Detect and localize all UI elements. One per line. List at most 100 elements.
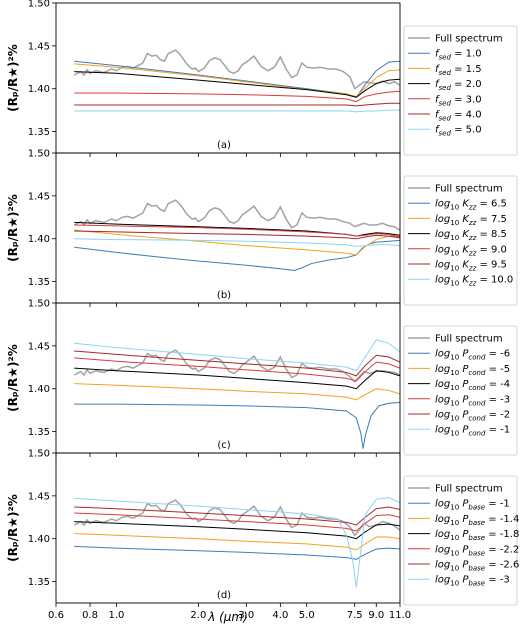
- legend-log: log: [435, 425, 450, 436]
- legend-log: log: [435, 560, 450, 571]
- series-line-5: [74, 339, 400, 372]
- y-tick-label: 1.50: [28, 149, 50, 160]
- legend-log-base: 10: [450, 384, 459, 392]
- legend-label: log10 Kzz = 7.5: [435, 214, 507, 227]
- y-tick-label: 1.45: [28, 491, 50, 502]
- series-line-2: [74, 71, 400, 98]
- series-line-3: [74, 357, 400, 382]
- legend-value: = -3: [485, 394, 510, 405]
- series-line-1: [74, 229, 400, 256]
- x-tick-label: 11.0: [389, 610, 411, 621]
- legend-var-sub: sed: [439, 130, 452, 138]
- legend-log: log: [435, 575, 450, 586]
- legend-log-base: 10: [450, 534, 459, 542]
- legend-log-base: 10: [450, 430, 459, 438]
- legend-value: = -5: [485, 364, 510, 375]
- legend-log: log: [435, 229, 450, 240]
- panel-2: 1.35 1.40 1.45 1.50 (Rₚ/R★)²% (c) Full spectru…: [6, 299, 518, 457]
- legend-value: = -6: [485, 349, 510, 360]
- legend-log-base: 10: [450, 549, 459, 557]
- y-tick-label: 1.50: [28, 0, 50, 10]
- legend-value: = 6.5: [476, 199, 507, 210]
- legend-value: = 5.0: [451, 125, 482, 136]
- plot-lines: [73, 199, 400, 271]
- legend-label: log10 Kzz = 9.5: [435, 260, 507, 273]
- legend-var-sub: sed: [439, 84, 452, 92]
- legend-log-base: 10: [450, 280, 459, 288]
- series-line-5: [74, 238, 400, 247]
- legend-label: fsed = 2.0: [435, 79, 482, 92]
- legend-log-base: 10: [450, 399, 459, 407]
- legend-var-sub: cond: [468, 430, 486, 438]
- legend-var: f: [435, 64, 440, 75]
- legend-var-sub: zz: [468, 204, 477, 212]
- y-tick-label: 1.40: [28, 84, 50, 95]
- legend-var: K: [462, 199, 470, 210]
- legend-var: P: [462, 349, 469, 360]
- legend-label: Full spectrum: [435, 334, 503, 345]
- legend-var-sub: cond: [468, 384, 486, 392]
- legend-var-sub: cond: [468, 354, 486, 362]
- legend-var-sub: sed: [439, 54, 452, 62]
- legend-log-base: 10: [450, 249, 459, 257]
- y-axis-label: (Rₚ/R★)²%: [6, 494, 20, 562]
- legend-var: P: [462, 514, 469, 525]
- legend-log: log: [435, 244, 450, 255]
- x-tick-label: 2.0: [190, 610, 206, 621]
- legend-value: = 7.5: [476, 214, 507, 225]
- x-tick-label: 9.0: [368, 610, 384, 621]
- series-full-spectrum: [73, 199, 400, 231]
- y-tick-label: 1.40: [28, 234, 50, 245]
- legend-value: = 1.5: [451, 64, 482, 75]
- legend-log-base: 10: [450, 415, 459, 423]
- legend-value: = -1: [485, 425, 510, 436]
- y-tick-label: 1.40: [28, 534, 50, 545]
- legend-var-sub: zz: [468, 265, 477, 273]
- legend-log-base: 10: [450, 504, 459, 512]
- legend-label: fsed = 1.5: [435, 64, 482, 77]
- y-tick-label: 1.50: [28, 299, 50, 310]
- legend-label: log10 Pcond = -3: [435, 394, 510, 407]
- legend-log: log: [435, 275, 450, 286]
- legend-var-sub: zz: [468, 219, 477, 227]
- y-axis-label: (Rₚ/R★)²%: [6, 344, 20, 412]
- legend-log: log: [435, 544, 450, 555]
- legend-log-base: 10: [450, 580, 459, 588]
- panel-label: (b): [217, 290, 231, 301]
- legend-label: log10 Kzz = 10.0: [435, 275, 513, 288]
- legend-log-base: 10: [450, 265, 459, 273]
- legend-var: K: [462, 260, 470, 271]
- legend-value: = 1.0: [451, 49, 482, 60]
- legend-label: log10 Pcond = -6: [435, 349, 510, 362]
- series-full-spectrum: [73, 49, 400, 90]
- legend-var: f: [435, 94, 440, 105]
- plot-lines: [73, 339, 400, 449]
- legend-label: Full spectrum: [435, 184, 503, 195]
- legend-var: K: [462, 275, 470, 286]
- legend-var: f: [435, 125, 440, 136]
- legend-box: [403, 325, 518, 456]
- plot-frame: [55, 452, 401, 604]
- legend-log-base: 10: [450, 234, 459, 242]
- legend-log: log: [435, 499, 450, 510]
- legend-log-base: 10: [450, 369, 459, 377]
- y-tick-label: 1.35: [28, 127, 50, 138]
- legend-label: fsed = 5.0: [435, 125, 482, 138]
- legend-var-sub: base: [468, 565, 485, 573]
- series-line-4: [74, 102, 400, 107]
- legend-value: = 9.0: [476, 244, 507, 255]
- legend-label: log10 Pcond = -4: [435, 379, 510, 392]
- plot-lines: [73, 49, 400, 113]
- legend-label: log10 Pbase = -2.2: [435, 544, 519, 557]
- y-tick-label: 1.40: [28, 384, 50, 395]
- x-tick-label: 3.0: [238, 610, 254, 621]
- legend-label: log10 Pbase = -3: [435, 575, 510, 588]
- series-line-1: [74, 533, 400, 551]
- legend-label: log10 Pbase = -1.8: [435, 529, 519, 542]
- y-axis-label: (Rₚ/R★)²%: [6, 44, 20, 112]
- legend-log-base: 10: [450, 519, 459, 527]
- legend-label: fsed = 1.0: [435, 49, 482, 62]
- legend-label: log10 Pbase = -2.6: [435, 560, 519, 573]
